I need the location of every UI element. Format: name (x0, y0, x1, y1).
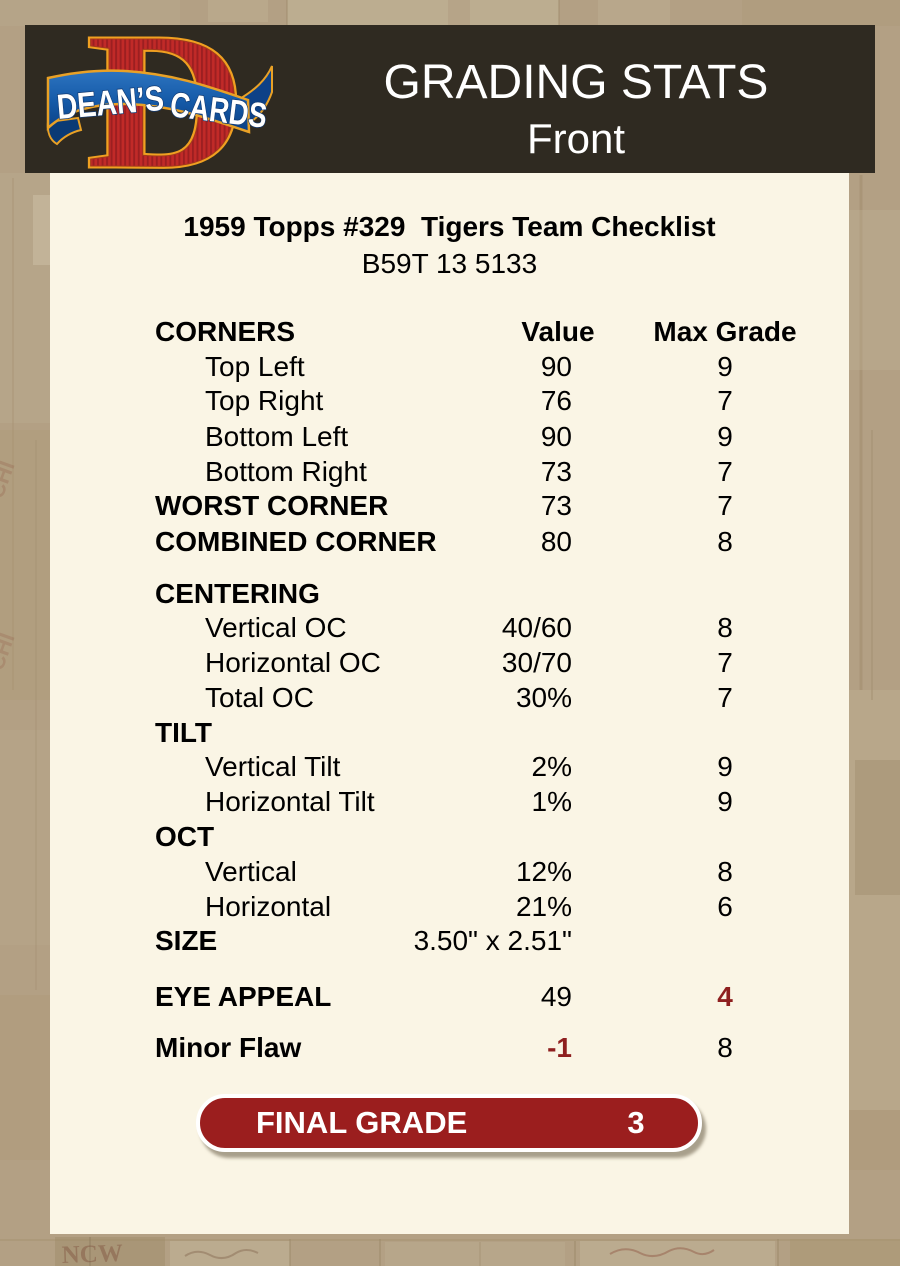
svg-text:NCW: NCW (61, 1240, 123, 1266)
svg-text:DEAN’S: DEAN’S (55, 78, 165, 127)
